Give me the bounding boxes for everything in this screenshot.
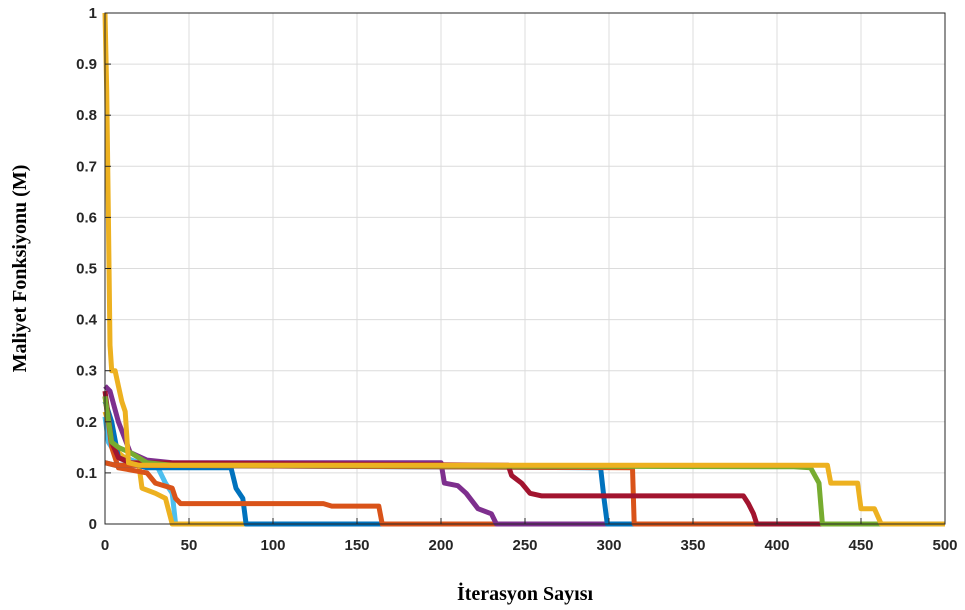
series-line-5 — [103, 384, 945, 527]
x-tick-label: 450 — [848, 537, 873, 554]
x-axis-label: İterasyon Sayısı — [457, 581, 594, 605]
x-tick-label: 250 — [512, 537, 537, 554]
x-tick-label: 500 — [932, 537, 957, 554]
y-tick-label: 0.6 — [76, 209, 97, 226]
x-tick-label: 50 — [181, 537, 198, 554]
x-tick-label: 100 — [260, 537, 285, 554]
series-line-10 — [102, 12, 945, 527]
y-tick-label: 0.7 — [76, 158, 97, 175]
y-tick-label: 0.4 — [76, 312, 98, 329]
x-tick-label: 200 — [428, 537, 453, 554]
y-tick-label: 0 — [89, 516, 97, 533]
y-tick-label: 1 — [89, 5, 97, 22]
y-tick-label: 0.3 — [76, 363, 97, 380]
tick-labels: 0 50 100 150 200 250 300 350 400 450 500 0 0.1 0.2 0.3… — [76, 5, 957, 554]
series-layer — [102, 12, 945, 527]
y-tick-label: 0.2 — [76, 414, 97, 431]
series-line-8 — [102, 390, 945, 527]
x-tick-label: 400 — [764, 537, 789, 554]
x-tick-label: 0 — [101, 537, 109, 554]
y-tick-label: 0.9 — [76, 56, 97, 73]
x-tick-label: 300 — [596, 537, 621, 554]
x-tick-label: 350 — [680, 537, 705, 554]
y-axis-label: Maliyet Fonksiyonu (M) — [9, 165, 31, 373]
y-tick-label: 0.1 — [76, 465, 97, 482]
series-line-4 — [102, 395, 945, 527]
y-tick-label: 0.5 — [76, 261, 97, 278]
y-tick-label: 0.8 — [76, 107, 97, 124]
x-tick-label: 150 — [344, 537, 369, 554]
